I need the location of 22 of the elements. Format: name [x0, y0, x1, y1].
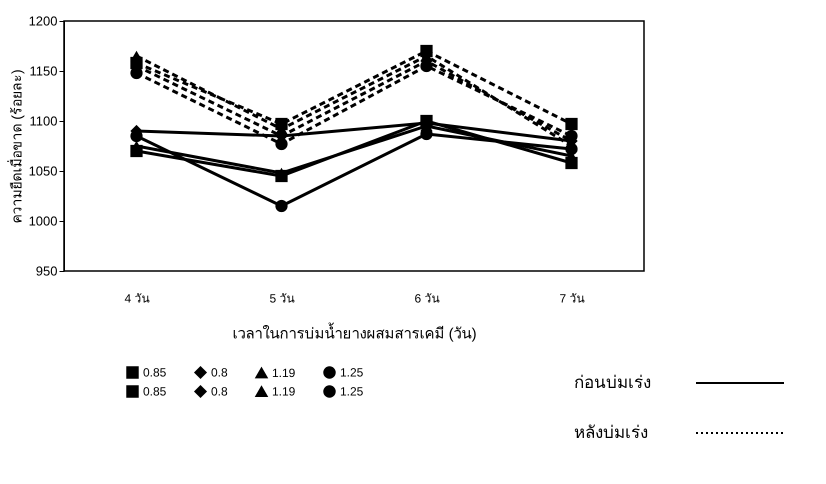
legend-label: 1.19	[272, 384, 296, 398]
x-axis-title: เวลาในการบ่มน้ำยางผสมสารเคมี (วัน)	[232, 322, 477, 342]
y-tick-label: 1200	[28, 14, 58, 28]
x-tick-label: 7 วัน	[559, 292, 585, 306]
y-tick-label: 950	[36, 264, 58, 278]
y-axis-title: ความยืดเมื่อขาด (ร้อยละ)	[8, 69, 25, 224]
text: ก่อนบ่มเร่ง	[574, 373, 651, 392]
legend-label: 1.25	[340, 366, 364, 380]
legend-label: 1.25	[340, 384, 364, 398]
y-tick-label: 1050	[28, 164, 58, 178]
legend-label: 0.8	[211, 366, 228, 380]
y-tick-label: 1150	[30, 64, 58, 78]
x-tick-label: 5 วัน	[269, 292, 295, 306]
text: หลังบ่มเร่ง	[574, 423, 648, 442]
x-tick-label: 4 วัน	[124, 292, 150, 306]
legend-label: 1.19	[272, 366, 296, 380]
y-tick-label: 1000	[28, 214, 58, 228]
y-tick-label: 1100	[30, 114, 58, 128]
x-tick-label: 6 วัน	[414, 292, 440, 306]
legend-label: 0.8	[211, 384, 228, 398]
legend-label: 0.85	[143, 384, 167, 398]
legend-label: 0.85	[143, 366, 167, 380]
